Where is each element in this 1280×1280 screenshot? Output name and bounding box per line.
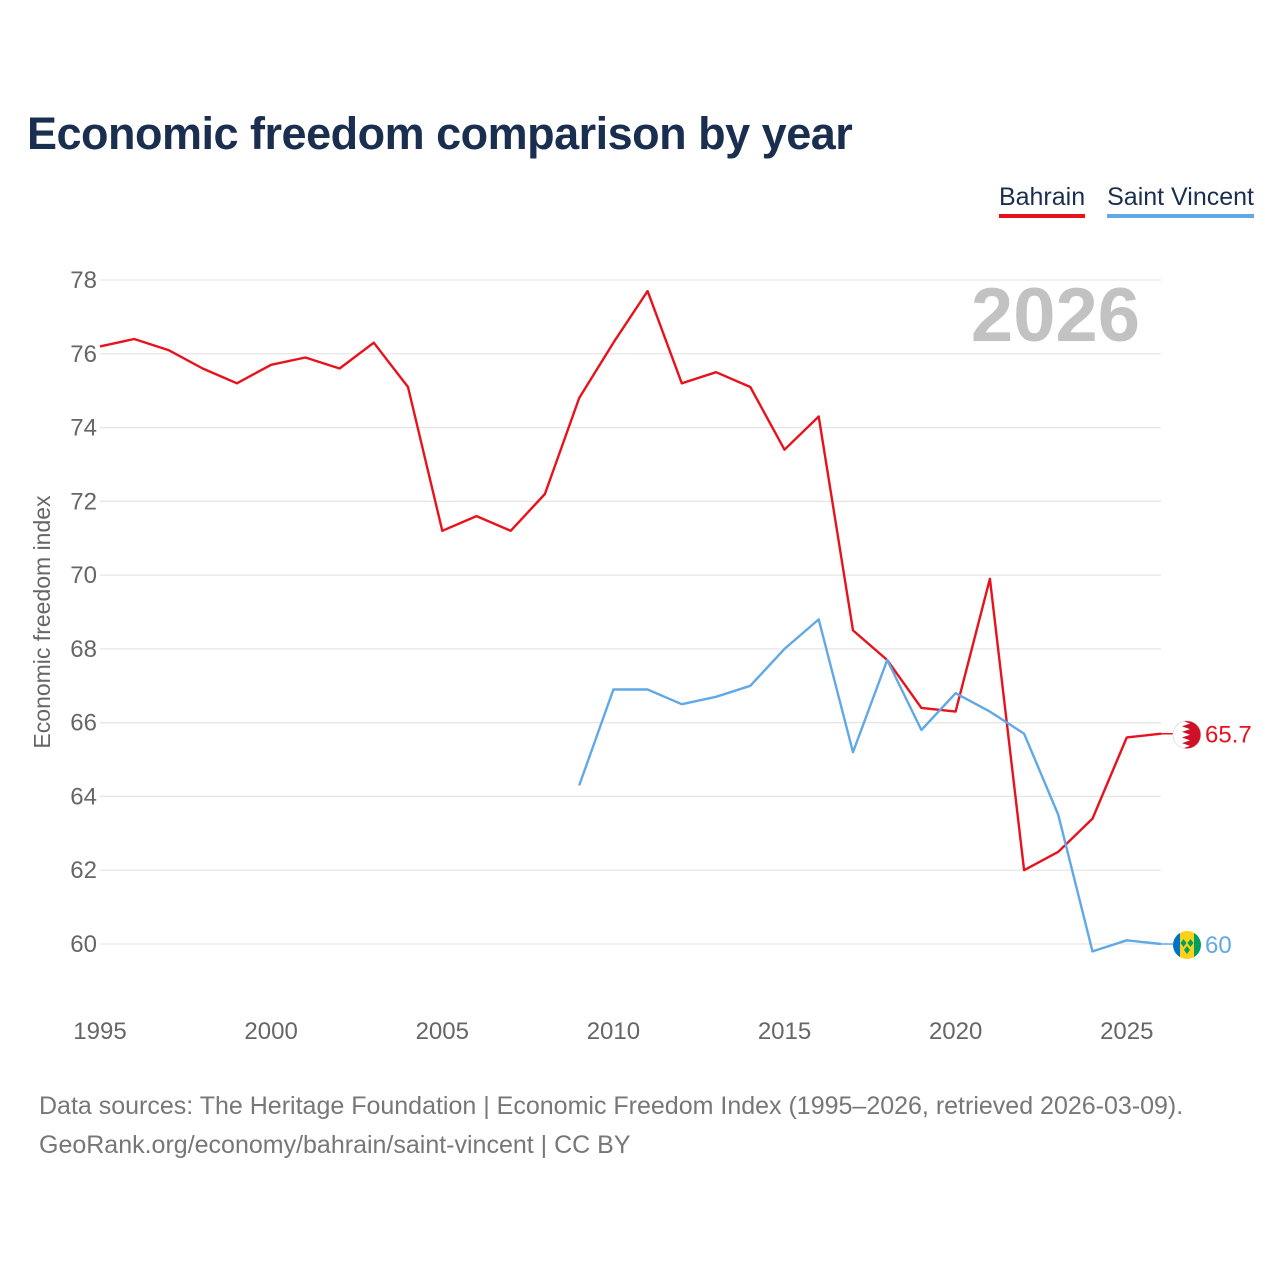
source-line-2[interactable]: GeoRank.org/economy/bahrain/saint-vincen… [39,1131,631,1159]
x-axis-ticks: 1995 2000 2005 2010 2015 2020 2025 [73,1018,1153,1045]
saint-vincent-flag-icon [1173,931,1201,959]
source-note: Data sources: The Heritage Foundation | … [39,1087,1183,1165]
y-axis-label: Economic freedom index [29,495,55,749]
grid-lines [100,279,1161,945]
y-tick-label: 72 [70,488,97,515]
chart-title: Economic freedom comparison by year [27,108,853,159]
y-tick-label: 78 [70,267,97,294]
x-tick-label: 2010 [587,1018,640,1045]
y-axis-ticks: 60 62 64 66 68 70 72 74 76 78 [70,267,97,958]
end-value-label-saint-vincent: 60 [1205,932,1232,959]
y-tick-label: 62 [70,857,97,884]
series-line-saint-vincent [578,618,1162,953]
y-tick-label: 64 [70,783,97,810]
y-tick-label: 74 [70,415,97,442]
x-tick-label: 2020 [929,1018,982,1045]
x-tick-label: 2015 [758,1018,811,1045]
bahrain-flag-icon [1172,720,1202,750]
y-tick-label: 68 [70,636,97,663]
y-tick-label: 60 [70,931,97,958]
x-tick-label: 2005 [416,1018,469,1045]
y-tick-label: 76 [70,341,97,368]
end-markers: 65.7 60 [1161,720,1252,959]
legend-item-saint-vincent[interactable]: Saint Vincent [1107,183,1254,218]
series-layer [99,289,1162,953]
source-line-1: Data sources: The Heritage Foundation | … [39,1092,1184,1120]
x-tick-label: 2000 [244,1018,297,1045]
legend: Bahrain Saint Vincent [998,183,1254,218]
series-line-bahrain [99,289,1162,872]
year-watermark: 2026 [971,273,1140,358]
x-tick-label: 2025 [1100,1018,1153,1045]
y-tick-label: 70 [70,562,97,589]
y-tick-label: 66 [70,710,97,737]
legend-item-bahrain[interactable]: Bahrain [998,183,1086,218]
x-tick-label: 1995 [73,1018,126,1045]
end-value-label-bahrain: 65.7 [1205,722,1252,749]
